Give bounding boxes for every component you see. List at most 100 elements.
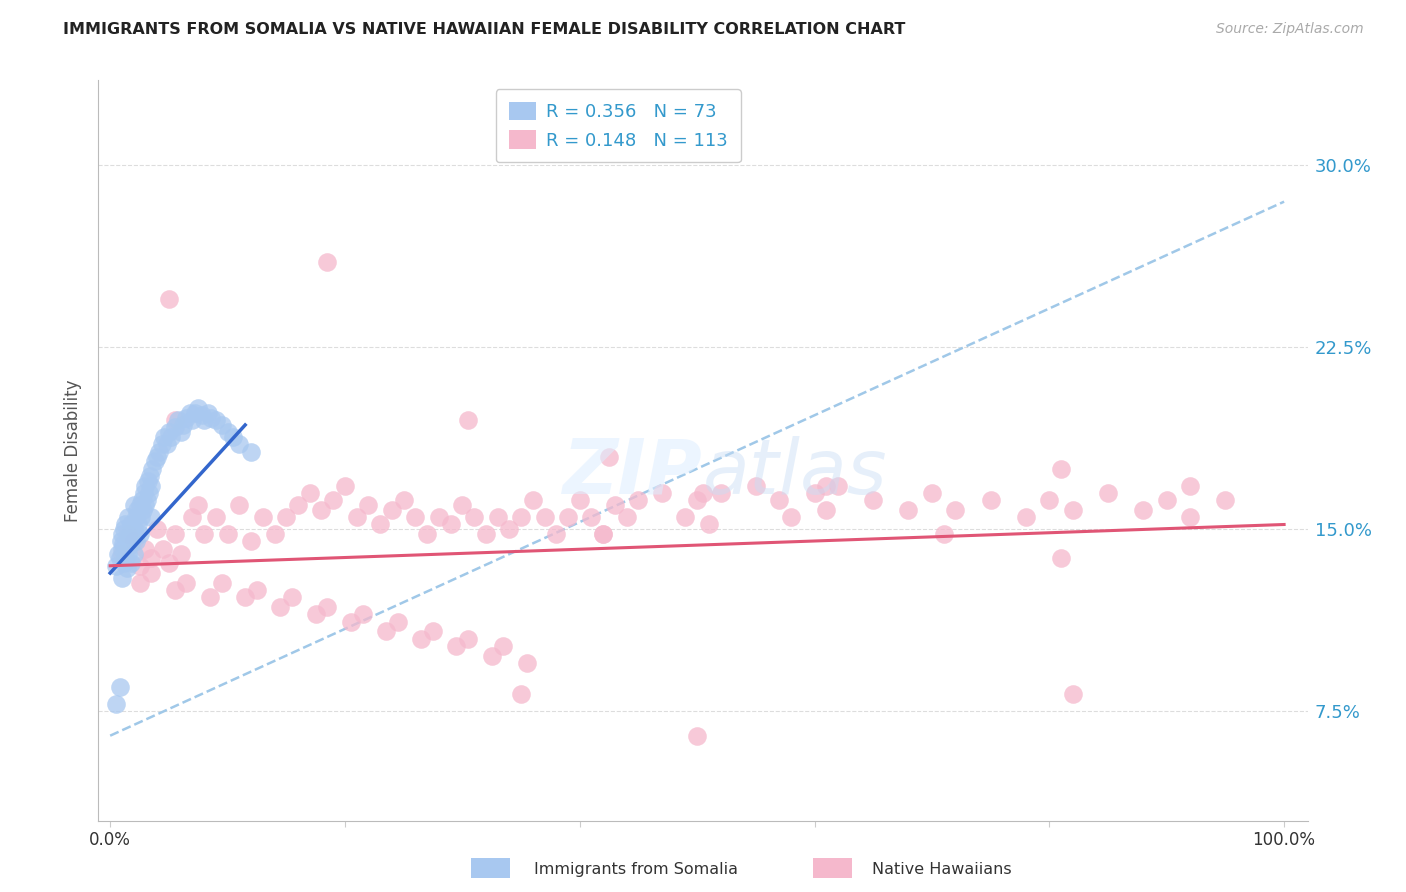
Point <box>439 517 461 532</box>
Point <box>222 430 245 444</box>
Point <box>128 498 150 512</box>
Point <box>651 486 673 500</box>
Point <box>141 566 163 580</box>
Point <box>311 503 333 517</box>
Point <box>357 498 380 512</box>
Point <box>127 517 149 532</box>
Y-axis label: Female Disability: Female Disability <box>65 379 83 522</box>
Point <box>132 503 155 517</box>
Point <box>127 503 149 517</box>
Point <box>141 551 163 566</box>
Point <box>745 478 768 492</box>
Point <box>131 493 153 508</box>
Point <box>498 522 520 536</box>
Point <box>228 437 250 451</box>
Point <box>827 478 849 492</box>
Point <box>111 547 134 561</box>
Point <box>120 517 142 532</box>
Point <box>217 425 239 440</box>
Point <box>122 498 145 512</box>
Point <box>240 534 263 549</box>
Point <box>281 591 304 605</box>
Point <box>475 527 498 541</box>
Point <box>181 413 204 427</box>
Point <box>110 534 132 549</box>
Point <box>204 510 226 524</box>
Point <box>710 486 733 500</box>
Point <box>980 493 1002 508</box>
Point <box>252 510 274 524</box>
Point <box>375 624 398 639</box>
Point <box>125 510 148 524</box>
Point <box>298 486 321 500</box>
Point <box>1038 493 1060 508</box>
Point <box>112 522 135 536</box>
Point <box>510 687 533 701</box>
Point <box>200 410 222 425</box>
Point <box>598 450 620 464</box>
Point <box>128 558 150 573</box>
Point <box>404 510 426 524</box>
Point <box>134 541 156 556</box>
Point <box>352 607 374 622</box>
Point <box>114 551 136 566</box>
Point <box>204 413 226 427</box>
Point <box>815 478 838 492</box>
Point <box>139 469 162 483</box>
Point <box>568 493 591 508</box>
Point <box>510 510 533 524</box>
Point <box>516 656 538 670</box>
Point <box>128 575 150 590</box>
Point <box>183 406 205 420</box>
Point <box>945 503 967 517</box>
Point <box>181 510 204 524</box>
Point <box>134 486 156 500</box>
Point <box>304 607 326 622</box>
Point <box>125 534 148 549</box>
Point <box>121 534 143 549</box>
Point <box>112 537 135 551</box>
Point <box>211 575 233 590</box>
Point <box>1132 503 1154 517</box>
Point <box>108 680 131 694</box>
Point <box>692 486 714 500</box>
Point <box>486 510 509 524</box>
Point <box>167 413 190 427</box>
Point <box>427 510 450 524</box>
Point <box>108 551 131 566</box>
Point <box>1180 510 1202 524</box>
Point <box>233 591 256 605</box>
Point <box>160 430 183 444</box>
Point <box>169 547 191 561</box>
Point <box>187 401 209 415</box>
Point <box>673 510 696 524</box>
Point <box>153 430 176 444</box>
Point <box>193 527 215 541</box>
Point <box>155 437 177 451</box>
Point <box>768 493 790 508</box>
Point <box>411 632 433 646</box>
Point <box>107 547 129 561</box>
Point <box>316 600 339 615</box>
Point <box>416 527 439 541</box>
Text: atlas: atlas <box>703 435 887 509</box>
Point <box>172 417 194 432</box>
Point <box>157 557 180 571</box>
Point <box>193 413 215 427</box>
Point <box>546 527 568 541</box>
Point <box>686 493 709 508</box>
Point <box>592 527 614 541</box>
Point <box>451 498 474 512</box>
Point <box>120 557 142 571</box>
Text: Native Hawaiians: Native Hawaiians <box>872 863 1011 877</box>
Point <box>780 510 803 524</box>
Point <box>197 406 219 420</box>
Point <box>134 478 156 492</box>
Point <box>105 558 128 573</box>
Point <box>228 498 250 512</box>
Point <box>1050 461 1073 475</box>
Point <box>148 444 170 458</box>
Point <box>287 498 309 512</box>
Text: Source: ZipAtlas.com: Source: ZipAtlas.com <box>1216 22 1364 37</box>
Point <box>114 517 136 532</box>
